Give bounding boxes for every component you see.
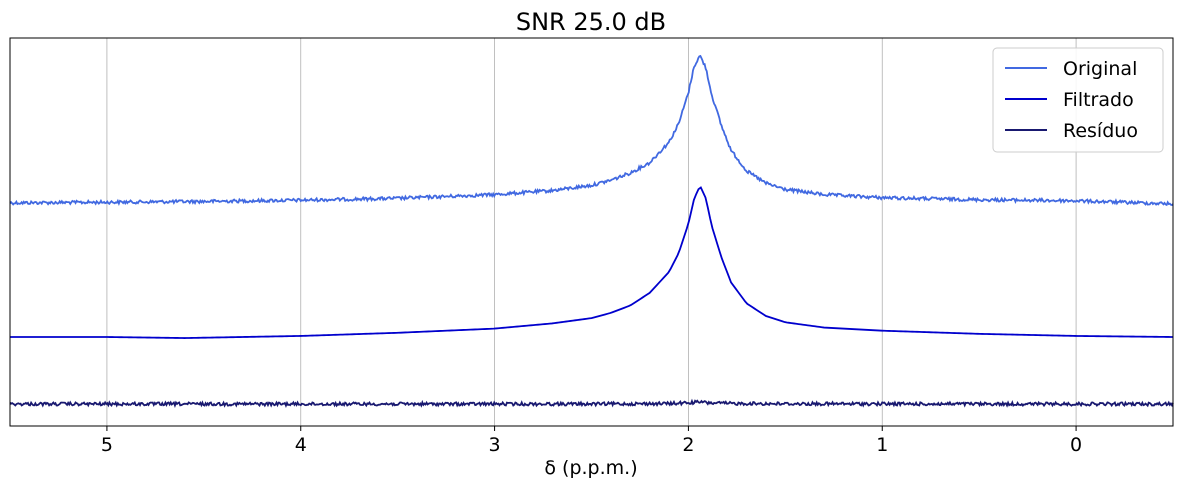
series-line-0 (9, 54, 1174, 207)
legend-box (992, 47, 1164, 153)
x-axis-label: δ (p.p.m.) (544, 457, 637, 479)
x-tick-label: 0 (1070, 434, 1082, 456)
x-axis-ticks: 5 4 3 2 1 0 (101, 426, 1082, 456)
x-tick-label: 2 (682, 434, 694, 456)
x-tick-label: 1 (876, 434, 888, 456)
legend-label: Filtrado (1063, 89, 1134, 111)
series-line-2 (9, 398, 1174, 409)
chart-title: SNR 25.0 dB (516, 8, 666, 36)
series-line-1 (10, 186, 1174, 339)
legend-label: Resíduo (1063, 120, 1138, 142)
x-tick-label: 5 (101, 434, 113, 456)
x-tick-label: 3 (489, 434, 501, 456)
grid-lines (106, 38, 1077, 426)
x-tick-label: 4 (295, 434, 307, 456)
legend-label: Original (1063, 58, 1137, 80)
legend: Original Filtrado Resíduo (992, 47, 1164, 153)
plot-frame (9, 37, 1174, 427)
plot-lines (9, 54, 1174, 409)
